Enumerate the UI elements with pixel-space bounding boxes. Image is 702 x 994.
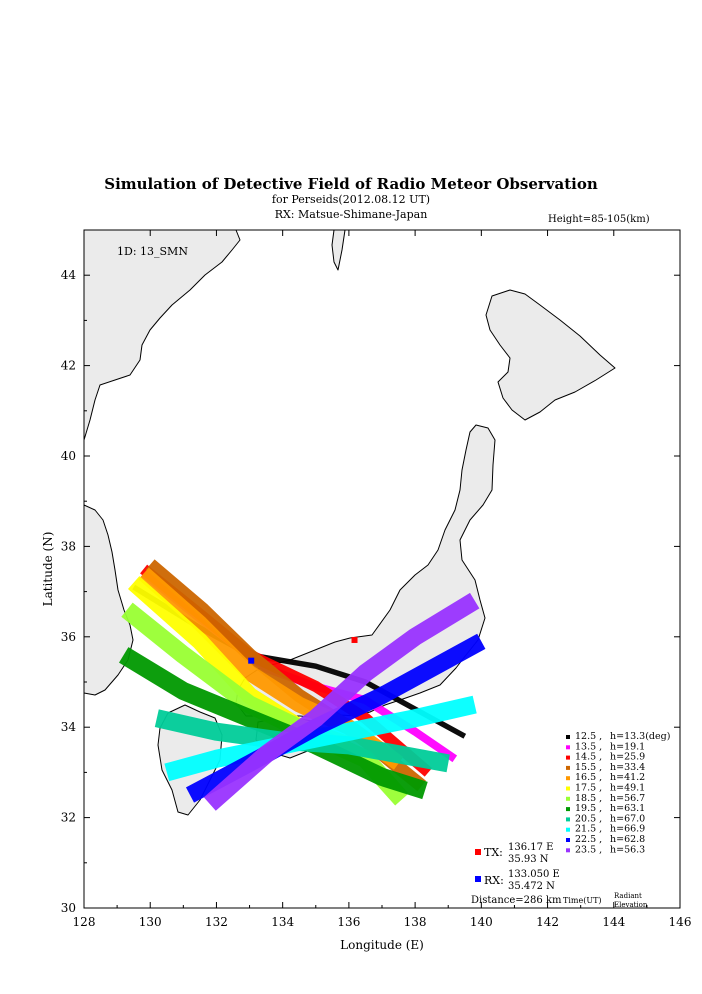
legend-elevation: h=33.4 <box>610 762 645 773</box>
legend-elevation: h=63.1 <box>610 803 645 814</box>
legend-elevation: h=66.9 <box>610 824 645 835</box>
legend-swatch <box>566 817 570 822</box>
legend-swatch <box>566 848 570 853</box>
legend-swatch <box>566 827 570 832</box>
height-note: Height=85-105(km) <box>548 214 650 225</box>
x-tick-label: 134 <box>271 915 294 929</box>
legend-time: 17.5 , <box>575 783 602 794</box>
chart-axes: 128 130 132 134 136 138 140 142 144 146 30 32 34 36 38… <box>41 229 692 952</box>
x-axis-label: Longitude (E) <box>340 938 424 952</box>
legend-swatch <box>566 765 570 770</box>
legend-time: 12.5 , <box>575 731 602 742</box>
asia-mainland-landmass <box>83 229 241 441</box>
legend-time-header: Time(UT) <box>563 896 602 905</box>
y-tick-label: 42 <box>61 359 76 373</box>
y-tick-label: 36 <box>61 630 76 644</box>
distance-label: Distance=286 km <box>471 895 562 906</box>
tx-longitude: 136.17 E <box>508 842 553 853</box>
station-markers: TX: 136.17 E35.93 N RX: 133.050 E35.472 N Di… <box>248 636 562 906</box>
id-label: 1D: 13_SMN <box>117 245 188 258</box>
chart-subtitle-event: for Perseids(2012.08.12 UT) <box>271 193 431 206</box>
x-tick-label: 136 <box>337 915 360 929</box>
legend-time: 21.5 , <box>575 824 602 835</box>
legend-time: 22.5 , <box>575 834 602 845</box>
y-tick-label: 40 <box>61 449 76 463</box>
legend-time: 18.5 , <box>575 793 602 804</box>
legend-swatch <box>566 807 570 812</box>
legend-elevation: h=41.2 <box>610 772 645 783</box>
legend-elevation: h=19.1 <box>610 741 645 752</box>
y-tick-label: 32 <box>61 811 76 825</box>
rx-latitude: 35.472 N <box>508 881 555 892</box>
tx-station-marker <box>351 636 358 643</box>
y-tick-label: 34 <box>61 720 77 734</box>
x-tick-label: 128 <box>73 915 96 929</box>
legend-swatch <box>566 776 570 781</box>
legend-elevation: h=56.3 <box>610 844 645 855</box>
legend-time: 13.5 , <box>575 741 602 752</box>
x-tick-label: 138 <box>404 915 427 929</box>
x-tick-label: 142 <box>536 915 559 929</box>
hokkaido-landmass <box>485 289 616 421</box>
x-tick-label: 132 <box>205 915 228 929</box>
legend-elevation: h=25.9 <box>610 752 645 763</box>
tx-label: TX: <box>484 846 503 859</box>
y-axis-label: Latitude (N) <box>41 532 55 607</box>
legend-time: 20.5 , <box>575 813 602 824</box>
legend-time: 15.5 , <box>575 762 602 773</box>
swath-23-5 <box>203 592 480 811</box>
legend-time: 23.5 , <box>575 844 602 855</box>
tx-legend-marker <box>475 849 481 855</box>
x-tick-label: 130 <box>139 915 162 929</box>
legend-swatch <box>566 838 570 842</box>
legend-radiant-header: Radiant <box>614 892 642 900</box>
rx-legend-marker <box>475 876 481 882</box>
legend-elevation-header: Elevation <box>614 901 648 909</box>
legend-time: 16.5 , <box>575 772 602 783</box>
swath-21-5 <box>164 695 477 782</box>
legend-swatch <box>566 786 570 791</box>
tx-latitude: 35.93 N <box>508 854 549 865</box>
legend-elevation: h=62.8 <box>610 834 645 845</box>
legend-swatch <box>566 796 570 801</box>
rx-station-marker <box>248 657 255 664</box>
legend-time: 19.5 , <box>575 803 602 814</box>
x-tick-label: 144 <box>602 915 625 929</box>
legend-time: 14.5 , <box>575 752 602 763</box>
legend-swatch <box>566 755 570 760</box>
legend-elevation: h=67.0 <box>610 813 645 824</box>
y-tick-label: 38 <box>61 539 76 553</box>
rx-label: RX: <box>484 874 504 887</box>
x-tick-label: 140 <box>470 915 493 929</box>
chart-subtitle-receiver: RX: Matsue-Shimane-Japan <box>274 208 428 221</box>
y-tick-label: 44 <box>61 268 77 282</box>
legend-elevation: h=56.7 <box>610 793 645 804</box>
chart-title: Simulation of Detective Field of Radio M… <box>104 175 598 193</box>
legend-elevation: h=49.1 <box>610 783 645 794</box>
chart-legend: 12.5 , h=13.3(deg) 13.5 , h=19.1 14.5 , h=25.… <box>563 731 670 909</box>
legend-elevation: h=13.3(deg) <box>610 731 670 742</box>
detective-field-swaths <box>119 559 486 811</box>
legend-swatch <box>566 745 570 750</box>
x-tick-label: 146 <box>669 915 692 929</box>
legend-swatch <box>566 735 570 739</box>
y-tick-label: 30 <box>61 901 76 915</box>
sakhalin-landmass <box>331 229 346 271</box>
rx-longitude: 133.050 E <box>508 869 560 880</box>
